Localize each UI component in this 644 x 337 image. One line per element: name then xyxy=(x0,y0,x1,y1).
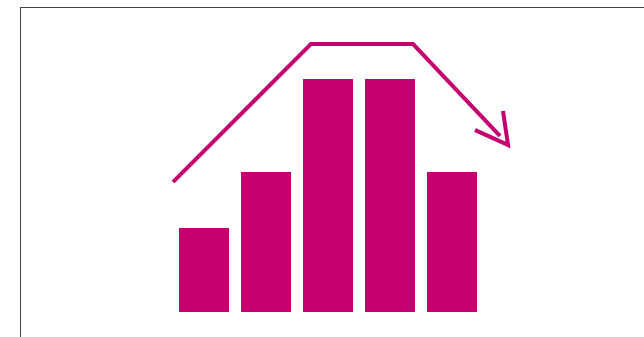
bar-3 xyxy=(303,79,353,312)
trend-arrow-line xyxy=(171,42,502,184)
frame-left-line xyxy=(20,7,21,337)
arrow-head-icon xyxy=(474,110,511,149)
bar-2 xyxy=(241,172,291,312)
bar-1 xyxy=(179,228,229,312)
bars-group xyxy=(179,79,477,312)
bar-5 xyxy=(427,172,477,312)
bar-4 xyxy=(365,79,415,312)
frame-top-line xyxy=(20,7,644,8)
